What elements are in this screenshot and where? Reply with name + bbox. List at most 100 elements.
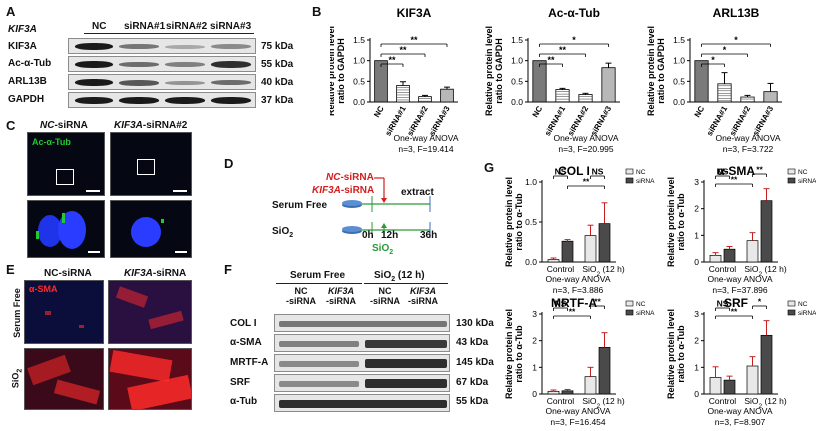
chart-title: MRTF-A xyxy=(551,296,597,310)
legend-label-nc: NC xyxy=(798,169,808,176)
panel-a-lane-sirna3: siRNA#3 xyxy=(210,21,252,32)
stat-line-2: n=3, F=19.414 xyxy=(398,144,454,154)
legend-label-nc: NC xyxy=(636,301,646,308)
bar xyxy=(740,96,755,103)
panel-label-e: E xyxy=(6,262,15,277)
f-group-sio2: SiO2 (12 h) xyxy=(374,270,425,283)
sig-label: ** xyxy=(731,307,738,317)
f-lane3: NC -siRNA xyxy=(370,286,401,306)
panel-label-a: A xyxy=(6,4,16,19)
bar xyxy=(561,240,574,263)
micro-c-nc-zoom xyxy=(27,200,105,258)
panel-c-title-kif: KIF3A-siRNA#2 xyxy=(114,120,188,131)
bar xyxy=(746,240,759,263)
y-tick-label: 1.5 xyxy=(353,35,365,45)
y-tick-label: 3 xyxy=(694,177,699,187)
stain-label-asma: α-SMA xyxy=(29,284,58,294)
stat-line-2: n=3, F=8.907 xyxy=(715,417,766,427)
blot-f-srf xyxy=(274,374,450,392)
d-kif3a-sirna: KIF3A-siRNA xyxy=(312,185,375,196)
x-tick-label: NC xyxy=(372,104,386,119)
legend-swatch-sirna xyxy=(625,177,634,184)
y-tick-label: 1.5 xyxy=(511,35,523,45)
legend-swatch-nc xyxy=(625,168,634,175)
chart-title: α-SMA xyxy=(717,164,755,178)
d-t12: 12h xyxy=(381,230,399,241)
micro-e-nc-serum: α-SMA xyxy=(24,280,104,344)
kda-a-kif3a: 75 kDa xyxy=(261,41,294,52)
y-axis-label: Relative protein levelratio to α-Tub xyxy=(666,309,686,399)
chart-mrtfa: MRTF-A Relative protein levelratio to α-T… xyxy=(504,296,655,427)
panel-label-c: C xyxy=(6,118,16,133)
bar xyxy=(601,67,616,103)
x-tick-label: NC xyxy=(531,104,545,119)
y-tick-label: 0.0 xyxy=(525,257,537,267)
bar xyxy=(723,248,736,263)
y-tick-label: 1.0 xyxy=(353,56,365,66)
chart-col1: COL I Relative protein levelratio to α-Tu… xyxy=(504,164,655,295)
bar xyxy=(709,254,722,263)
bar xyxy=(760,200,773,263)
micro-e-kif-sio2 xyxy=(108,348,192,410)
panel-label-d: D xyxy=(224,156,234,171)
bar xyxy=(561,390,574,395)
x-tick-label: SiO2 (12 h) xyxy=(744,396,787,410)
stat-line-1: One-way ANOVA xyxy=(707,406,772,416)
y-axis-label: Relative protein levelratio to GAPDH xyxy=(646,26,666,116)
sig-label: ** xyxy=(559,45,567,55)
f-lane4: KIF3A -siRNA xyxy=(407,286,438,306)
d-sio2: SiO2 xyxy=(272,226,294,239)
blot-a-kif3a xyxy=(68,38,256,54)
bar xyxy=(584,376,597,395)
micro-c-kif-overview xyxy=(110,132,192,196)
panel-e-title-kif: KIF3A-siRNA xyxy=(124,268,187,279)
sig-label: ** xyxy=(569,307,576,317)
sig-label: ** xyxy=(410,35,418,45)
panel-label-b: B xyxy=(312,4,322,19)
sig-label: NS xyxy=(555,167,567,177)
panel-label-g: G xyxy=(484,160,495,175)
legend-swatch-nc xyxy=(787,300,796,307)
x-tick-label: SiO2 (12 h) xyxy=(582,264,625,278)
y-tick-label: 0.0 xyxy=(673,97,685,107)
bar xyxy=(547,259,560,263)
y-tick-label: 0.5 xyxy=(673,76,685,86)
micro-e-nc-sio2 xyxy=(24,348,104,410)
legend-swatch-nc xyxy=(787,168,796,175)
x-tick-label: SiO2 (12 h) xyxy=(582,396,625,410)
legend-label-sirna: siRNA xyxy=(636,178,655,185)
bar xyxy=(532,60,547,103)
bar xyxy=(717,83,732,103)
panel-a-protein-gapdh: GAPDH xyxy=(8,94,45,105)
chart-kif3a: KIF3A Relative protein levelratio to GAPD… xyxy=(330,6,459,154)
panel-a-protein-actub: Ac-α-Tub xyxy=(8,58,52,69)
f-lane1: NC -siRNA xyxy=(286,286,317,306)
stat-line-1: One-way ANOVA xyxy=(545,406,610,416)
micro-c-kif-zoom xyxy=(110,200,192,258)
sig-label: NS xyxy=(555,299,567,309)
d-nc-sirna: NC-siRNA xyxy=(326,172,374,183)
sig-label: ** xyxy=(547,55,555,65)
legend-label-nc: NC xyxy=(636,169,646,176)
chart-title: COL I xyxy=(558,164,590,178)
legend-label-sirna: siRNA xyxy=(798,178,816,185)
bar xyxy=(598,346,611,395)
legend-label-nc: NC xyxy=(798,301,808,308)
stat-line-2: n=3, F=37.896 xyxy=(712,285,768,295)
y-tick-label: 1 xyxy=(694,230,699,240)
bar xyxy=(723,379,736,395)
chart-title: ARL13B xyxy=(713,6,760,20)
y-tick-label: 2 xyxy=(694,336,699,346)
bar xyxy=(578,94,593,103)
kda-f-mrtfa: 145 kDa xyxy=(456,357,494,368)
y-axis-label: Relative protein levelratio to α-Tub xyxy=(504,177,524,267)
blot-a-arl13b xyxy=(68,74,256,90)
legend-label-sirna: siRNA xyxy=(798,310,816,317)
sig-label: * xyxy=(734,35,738,45)
stain-label-actub: Ac-α-Tub xyxy=(32,137,71,147)
panel-a-lane-nc: NC xyxy=(92,21,107,32)
stat-line-2: n=3, F=20.995 xyxy=(558,144,614,154)
blot-f-col1 xyxy=(274,314,450,332)
sig-label: * xyxy=(758,297,762,307)
x-tick-label: Control xyxy=(709,396,737,406)
